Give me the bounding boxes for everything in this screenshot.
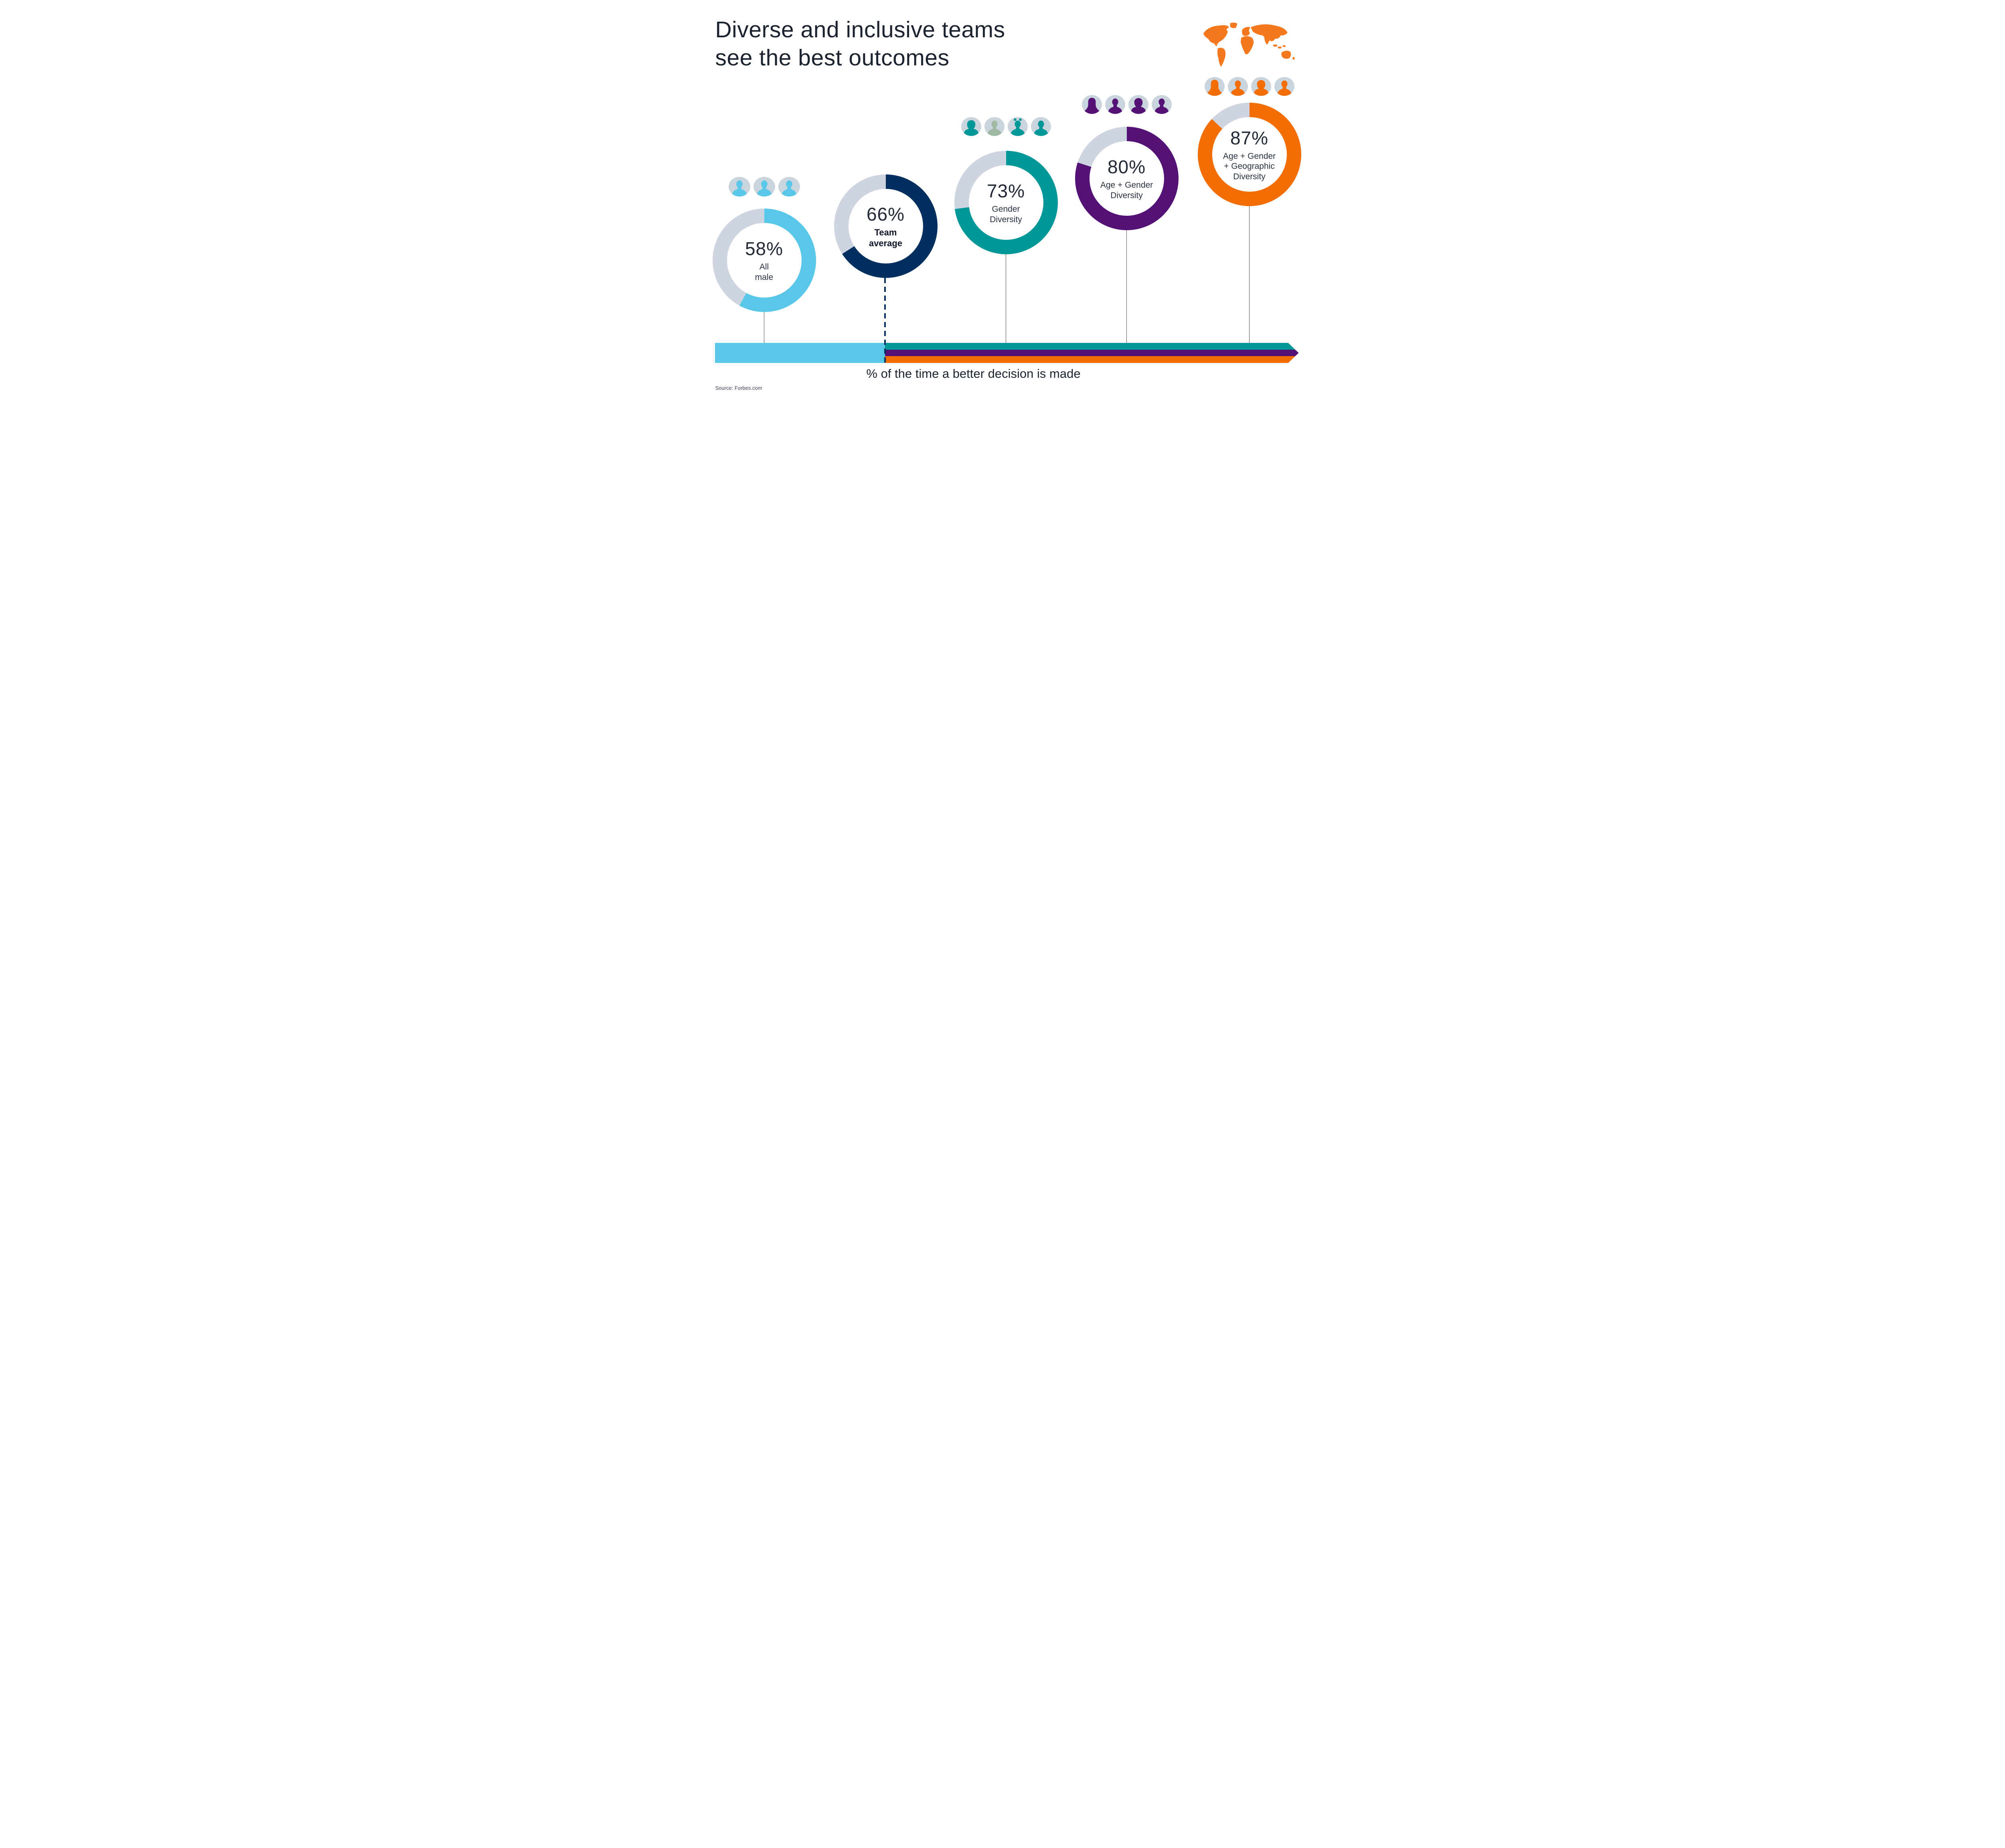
male-avatar-icon (1230, 80, 1245, 96)
avatar-group-age-gender-geographic-diversity (1204, 77, 1294, 96)
avatar (728, 177, 750, 197)
donut-label: Gender Diversity (990, 205, 1022, 224)
donut-center: 58% All male (727, 223, 802, 298)
donut-age-gender-diversity: 80% Age + Gender Diversity (1075, 127, 1179, 230)
avatar (778, 177, 800, 197)
avatar (961, 117, 981, 136)
female-bob-avatar-icon (963, 120, 979, 136)
donut-label: Age + Gender + Geographic Diversity (1223, 151, 1276, 181)
donut-center: 66% Team average (848, 189, 923, 263)
source-credit: Source: Forbes.com (715, 385, 762, 391)
avatar (1105, 95, 1125, 114)
axis-bar-all-male-segment (715, 343, 885, 363)
donut-value: 58% (745, 238, 784, 259)
axis-bar-purple-stripe (885, 350, 1299, 357)
avatar (984, 117, 1005, 136)
avatar-group-all-male (728, 177, 800, 197)
avatar (1081, 95, 1102, 114)
female-bob-avatar-icon (1130, 98, 1146, 114)
avatar (1007, 117, 1028, 136)
world-map-icon (1203, 22, 1295, 67)
axis-bar-orange-stripe (885, 356, 1299, 363)
male-avatar-icon (1277, 80, 1292, 96)
axis-bar-arrow (885, 343, 1299, 363)
avatar-group-age-gender-diversity (1081, 95, 1172, 114)
male-avatar-icon (987, 120, 1002, 136)
male-avatar-icon (731, 180, 747, 197)
avatar (1031, 117, 1051, 136)
avatar (1151, 95, 1172, 114)
male-avatar-icon (756, 180, 772, 197)
donut-all-male: 58% All male (712, 209, 816, 312)
stem-line-age-gender-diversity (1126, 230, 1127, 343)
donut-value: 80% (1107, 156, 1146, 178)
donut-label: All male (755, 262, 774, 282)
donut-center: 73% Gender Diversity (968, 165, 1043, 240)
donut-label: Age + Gender Diversity (1100, 180, 1153, 200)
donut-center: 80% Age + Gender Diversity (1089, 141, 1164, 216)
page-title-line1: Diverse and inclusive teams (715, 17, 1005, 43)
avatar (1227, 77, 1248, 96)
male-avatar-icon (1154, 98, 1169, 114)
male-avatar-icon (1033, 120, 1048, 136)
stem-dashed-line-team-average (884, 278, 886, 364)
donut-age-gender-geographic-diversity: 87% Age + Gender + Geographic Diversity (1197, 103, 1301, 206)
female-long-hair-avatar-icon (1206, 79, 1223, 96)
donut-value: 87% (1230, 127, 1269, 148)
female-bob-avatar-icon (1253, 80, 1269, 96)
avatar (753, 177, 775, 197)
male-avatar-icon (1108, 98, 1122, 114)
avatar-group-gender-diversity (961, 117, 1051, 136)
donut-value: 66% (866, 204, 905, 225)
avatar (1274, 77, 1294, 96)
infographic-page: Diverse and inclusive teams see the best… (693, 0, 1312, 407)
donut-gender-diversity: 73% Gender Diversity (954, 151, 1058, 254)
avatar (1251, 77, 1271, 96)
donut-center: 87% Age + Gender + Geographic Diversity (1212, 117, 1287, 192)
page-title-line2: see the best outcomes (715, 45, 950, 71)
male-avatar-icon (781, 180, 797, 197)
world-map (1201, 21, 1301, 71)
female-bun-avatar-icon (1010, 118, 1025, 136)
female-long-hair-avatar-icon (1084, 97, 1100, 114)
donut-label: Team average (869, 227, 903, 248)
avatar (1204, 77, 1225, 96)
donut-value: 73% (986, 180, 1025, 202)
axis-caption: % of the time a better decision is made (866, 367, 1081, 381)
avatar (1128, 95, 1148, 114)
page-title: Diverse and inclusive teams see the best… (715, 16, 1005, 72)
donut-team-average: 66% Team average (834, 174, 938, 278)
stem-line-age-gender-geographic-diversity (1249, 206, 1250, 343)
axis-bar-teal-stripe (885, 343, 1299, 350)
